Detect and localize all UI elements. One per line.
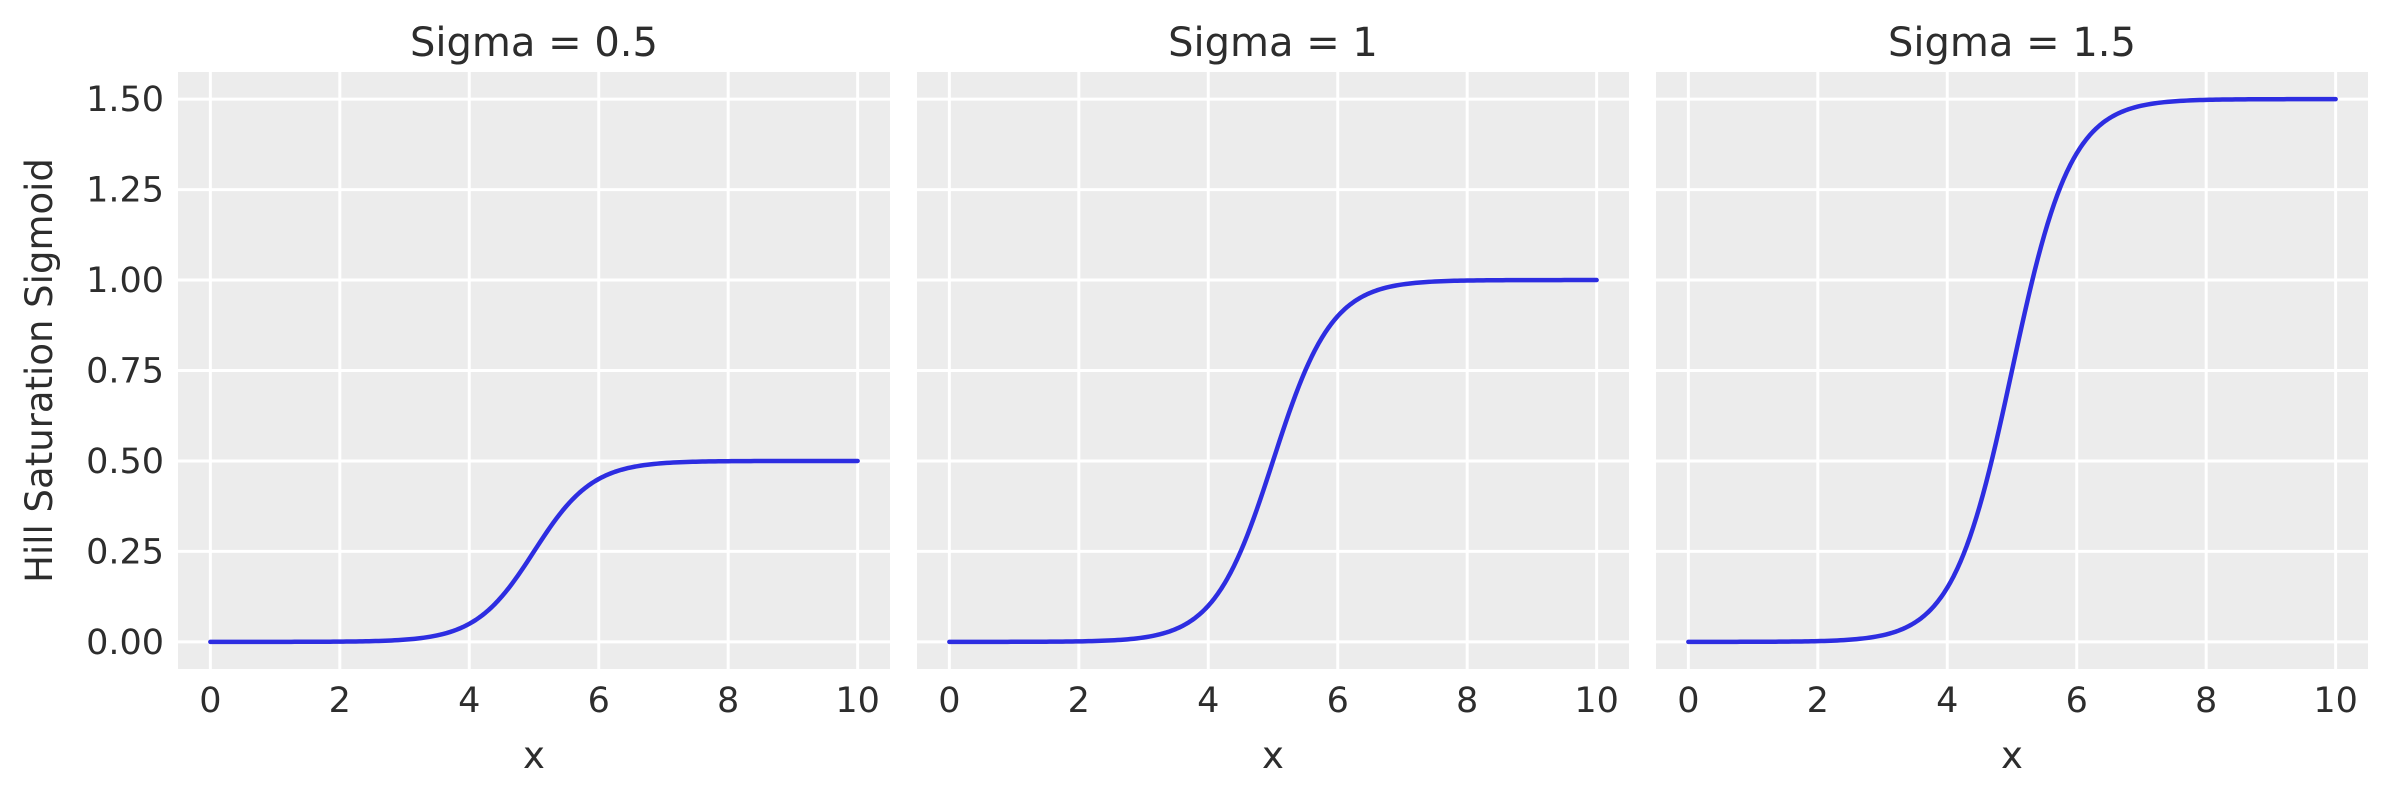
panel-3-title: Sigma = 1.5 xyxy=(1888,20,2136,66)
y-tick-label: 0.75 xyxy=(86,352,164,392)
x-tick-label: 6 xyxy=(1327,681,1349,721)
y-tick-label: 0.50 xyxy=(86,442,164,482)
x-tick-label: 10 xyxy=(1574,681,1619,721)
x-tick-label: 2 xyxy=(1068,681,1090,721)
x-tick-label: 4 xyxy=(1197,681,1219,721)
x-tick-label: 10 xyxy=(835,681,880,721)
x-axis-label: x xyxy=(2001,734,2023,777)
y-tick-label: 1.50 xyxy=(86,80,164,120)
x-tick-label: 4 xyxy=(1936,681,1958,721)
y-axis-label: Hill Saturation Sigmoid xyxy=(18,158,61,583)
x-tick-label: 4 xyxy=(458,681,480,721)
x-tick-label: 0 xyxy=(199,681,221,721)
y-tick-label: 0.00 xyxy=(86,623,164,663)
panel-1-sigmoid-curve xyxy=(208,458,860,645)
panel-2-sigmoid-curve xyxy=(947,277,1599,645)
y-tick-label: 0.25 xyxy=(86,532,164,572)
x-tick-label: 6 xyxy=(588,681,610,721)
x-tick-label: 8 xyxy=(717,681,739,721)
x-axis-label: x xyxy=(523,734,545,777)
panel-2-title: Sigma = 1 xyxy=(1168,20,1378,66)
x-tick-label: 0 xyxy=(938,681,960,721)
x-tick-label: 8 xyxy=(1456,681,1478,721)
x-tick-label: 2 xyxy=(1807,681,1829,721)
x-tick-label: 6 xyxy=(2066,681,2088,721)
x-axis-label: x xyxy=(1262,734,1284,777)
x-tick-label: 0 xyxy=(1677,681,1699,721)
x-tick-label: 8 xyxy=(2195,681,2217,721)
x-tick-label: 2 xyxy=(329,681,351,721)
panel-3-sigmoid-curve xyxy=(1686,96,2338,645)
panel-1-title: Sigma = 0.5 xyxy=(410,20,658,66)
x-tick-label: 10 xyxy=(2313,681,2358,721)
y-tick-label: 1.00 xyxy=(86,261,164,301)
y-tick-label: 1.25 xyxy=(86,171,164,211)
